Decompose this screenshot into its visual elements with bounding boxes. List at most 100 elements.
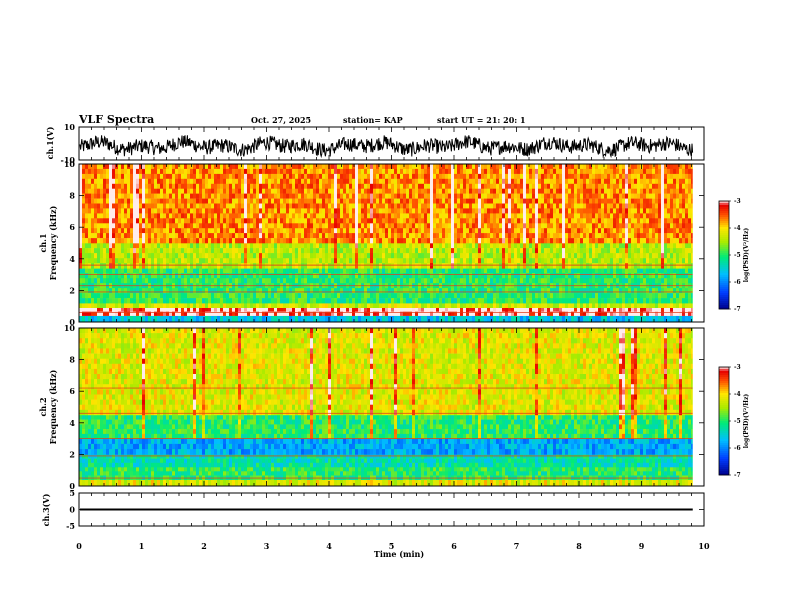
spectrogram-cell xyxy=(181,288,184,293)
spectrogram-cell xyxy=(112,238,115,243)
spectrogram-cell xyxy=(424,258,427,263)
spectrogram-cell xyxy=(91,194,94,199)
spectrogram-cell xyxy=(304,179,307,184)
spectrogram-cell xyxy=(394,174,397,179)
spectrogram-cell xyxy=(232,288,235,293)
spectrogram-cell xyxy=(124,278,127,283)
spectrogram-cell xyxy=(97,238,100,243)
spectrogram-cell xyxy=(496,199,499,204)
spectrogram-cell xyxy=(91,223,94,228)
spectrogram-cell xyxy=(118,316,121,323)
spectrogram-cell xyxy=(343,228,346,233)
spectrogram-cell xyxy=(481,243,484,248)
spectrogram-cell xyxy=(478,263,481,268)
spectrogram-cell xyxy=(451,288,454,293)
spectrogram-cell xyxy=(487,238,490,243)
spectrogram-cell xyxy=(424,316,427,323)
spectrogram-cell xyxy=(88,184,91,189)
spectrogram-cell xyxy=(160,303,163,308)
spectrogram-cell xyxy=(211,208,214,213)
spectrogram-cell xyxy=(385,189,388,194)
spectrogram-cell xyxy=(445,268,448,273)
spectrogram-cell xyxy=(376,169,379,174)
spectrogram-cell xyxy=(409,238,412,243)
spectrogram-cell xyxy=(196,223,199,228)
spectrogram-cell xyxy=(133,164,136,169)
spectrogram-cell xyxy=(106,213,109,218)
spectrogram-cell xyxy=(406,273,409,278)
spectrogram-cell xyxy=(115,233,118,238)
spectrogram-cell xyxy=(103,204,106,209)
spectrogram-cell xyxy=(538,253,541,258)
spectrogram-cell xyxy=(421,268,424,273)
spectrogram-cell xyxy=(220,273,223,278)
spectrogram-cell xyxy=(118,179,121,184)
spectrogram-cell xyxy=(421,278,424,283)
spectrogram-cell xyxy=(430,293,433,298)
spectrogram-cell xyxy=(193,199,196,204)
spectrogram-cell xyxy=(523,316,526,323)
spectrogram-cell xyxy=(109,189,112,194)
spectrogram-cell xyxy=(163,179,166,184)
spectrogram-cell xyxy=(364,179,367,184)
spectrogram-cell xyxy=(541,278,544,283)
spectrogram-cell xyxy=(250,233,253,238)
spectrogram-cell xyxy=(532,293,535,298)
spectrogram-cell xyxy=(493,233,496,238)
spectrogram-cell xyxy=(295,233,298,238)
spectrogram-cell xyxy=(397,199,400,204)
spectrogram-cell xyxy=(286,273,289,278)
spectrogram-cell xyxy=(388,164,391,169)
spectrogram-cell xyxy=(508,308,511,312)
spectrogram-cell xyxy=(466,243,469,248)
spectrogram-cell xyxy=(154,174,157,179)
spectrogram-cell xyxy=(271,238,274,243)
spectrogram-cell xyxy=(403,238,406,243)
spectrogram-cell xyxy=(100,223,103,228)
spectrogram-cell xyxy=(91,243,94,248)
spectrogram-cell xyxy=(100,238,103,243)
spectrogram-cell xyxy=(328,194,331,199)
spectrogram-cell xyxy=(538,308,541,312)
spectrogram-cell xyxy=(421,164,424,169)
spectrogram-cell xyxy=(301,179,304,184)
spectrogram-cell xyxy=(130,258,133,263)
spectrogram-cell xyxy=(328,243,331,248)
spectrogram-cell xyxy=(127,184,130,189)
spectrogram-cell xyxy=(535,316,538,323)
spectrogram-cell xyxy=(250,204,253,209)
spectrogram-cell xyxy=(187,233,190,238)
spectrogram-cell xyxy=(145,208,148,213)
spectrogram-cell xyxy=(250,174,253,179)
spectrogram-cell xyxy=(253,298,256,303)
spectrogram-cell xyxy=(247,194,250,199)
spectrogram-cell xyxy=(529,228,532,233)
spectrogram-cell xyxy=(532,213,535,218)
spectrogram-cell xyxy=(274,258,277,263)
spectrogram-cell xyxy=(454,184,457,189)
spectrogram-cell xyxy=(514,169,517,174)
spectrogram-cell xyxy=(127,194,130,199)
spectrogram-cell xyxy=(100,199,103,204)
spectrogram-cell xyxy=(460,278,463,283)
spectrogram-cell xyxy=(433,303,436,308)
spectrogram-cell xyxy=(358,189,361,194)
spectrogram-cell xyxy=(241,228,244,233)
spectrogram-cell xyxy=(259,204,262,209)
spectrogram-cell xyxy=(397,293,400,298)
spectrogram-cell xyxy=(337,268,340,273)
spectrogram-cell xyxy=(241,189,244,194)
spectrogram-cell xyxy=(376,263,379,268)
ch1-spectrogram-image xyxy=(79,164,704,322)
spectrogram-cell xyxy=(523,169,526,174)
spectrogram-cell xyxy=(127,263,130,268)
spectrogram-cell xyxy=(184,179,187,184)
spectrogram-cell xyxy=(136,273,139,278)
spectrogram-cell xyxy=(430,169,433,174)
spectrogram-cell xyxy=(364,194,367,199)
spectrogram-cell xyxy=(424,308,427,312)
spectrogram-cell xyxy=(163,253,166,258)
spectrogram-cell xyxy=(439,189,442,194)
spectrogram-cell xyxy=(109,263,112,268)
spectrogram-cell xyxy=(85,243,88,248)
